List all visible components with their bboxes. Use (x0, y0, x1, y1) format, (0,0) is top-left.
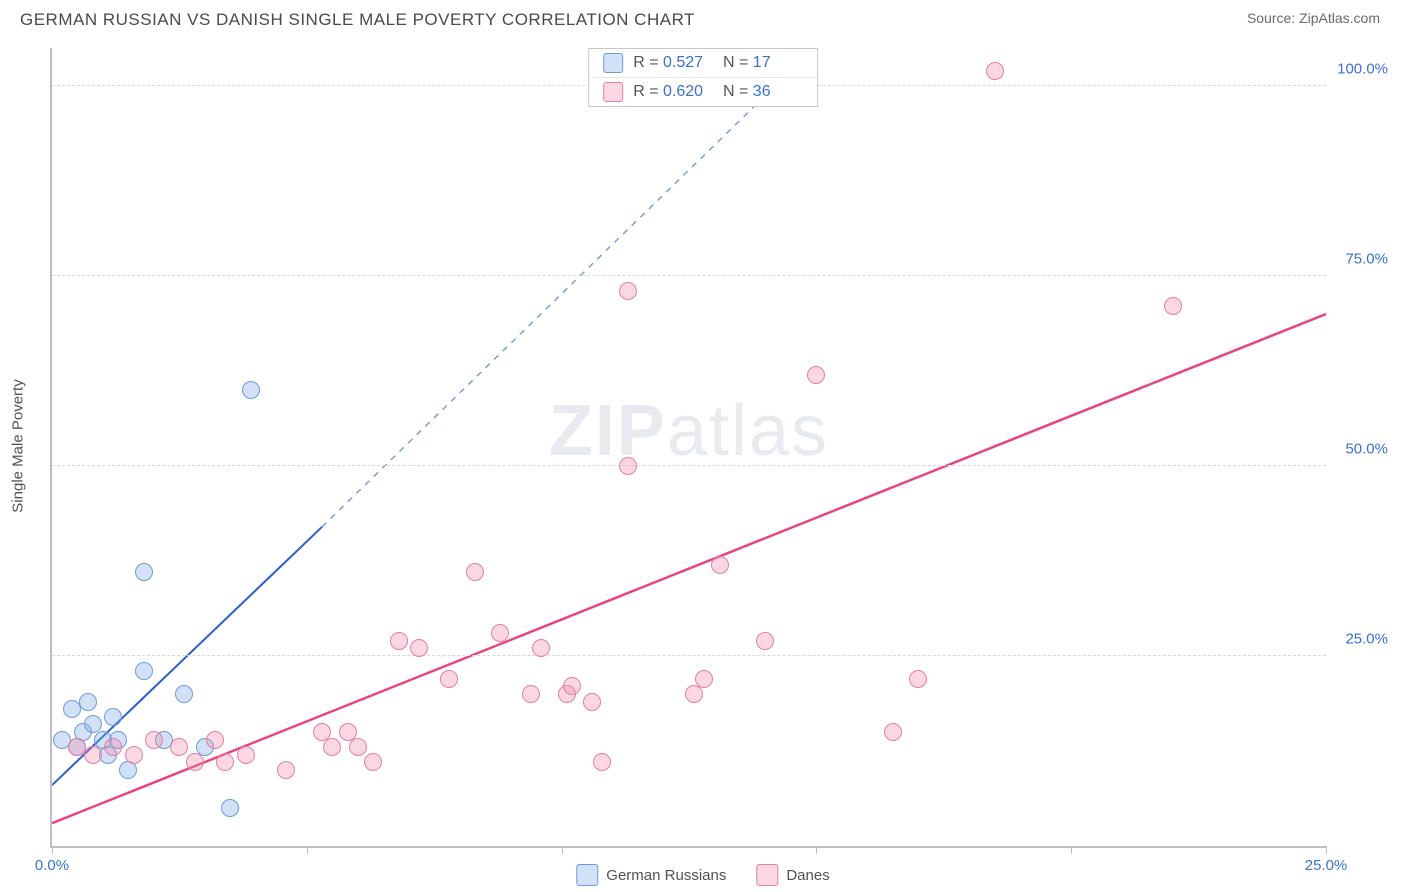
x-tick-label: 25.0% (1305, 857, 1348, 874)
data-point (491, 624, 509, 642)
stats-legend: R = 0.527 N = 17 R = 0.620 N = 36 (588, 48, 818, 107)
y-tick-label: 25.0% (1345, 631, 1388, 648)
gridline (52, 655, 1326, 656)
x-tick (52, 846, 53, 854)
x-tick (307, 846, 308, 854)
data-point (440, 670, 458, 688)
data-point (522, 685, 540, 703)
y-axis-label: Single Male Poverty (10, 379, 27, 512)
data-point (909, 670, 927, 688)
gridline (52, 465, 1326, 466)
swatch-series1-bottom (576, 864, 598, 886)
data-point (619, 457, 637, 475)
legend-item-series1: German Russians (576, 864, 726, 886)
data-point (206, 731, 224, 749)
data-point (277, 761, 295, 779)
data-point (175, 685, 193, 703)
data-point (532, 639, 550, 657)
legend-label-series1: German Russians (606, 867, 726, 884)
data-point (170, 738, 188, 756)
x-tick (1326, 846, 1327, 854)
chart-title: GERMAN RUSSIAN VS DANISH SINGLE MALE POV… (20, 10, 695, 29)
data-point (563, 677, 581, 695)
data-point (756, 632, 774, 650)
data-point (237, 746, 255, 764)
n-value-series1: 17 (753, 54, 803, 72)
x-tick (1071, 846, 1072, 854)
y-tick-label: 100.0% (1337, 61, 1388, 78)
swatch-series1 (603, 53, 623, 73)
data-point (125, 746, 143, 764)
watermark: ZIPatlas (549, 390, 829, 472)
y-tick-label: 50.0% (1345, 441, 1388, 458)
stats-row-series1: R = 0.527 N = 17 (589, 49, 817, 77)
data-point (221, 799, 239, 817)
data-point (84, 746, 102, 764)
data-point (104, 708, 122, 726)
chart-area: ZIPatlas 25.0%50.0%75.0%100.0%0.0%25.0% (50, 48, 1326, 848)
data-point (104, 738, 122, 756)
r-value-series1: 0.527 (663, 54, 713, 72)
data-point (619, 282, 637, 300)
data-point (216, 753, 234, 771)
data-point (145, 731, 163, 749)
data-point (466, 563, 484, 581)
data-point (186, 753, 204, 771)
data-point (695, 670, 713, 688)
data-point (685, 685, 703, 703)
x-tick (816, 846, 817, 854)
data-point (1164, 297, 1182, 315)
data-point (242, 381, 260, 399)
data-point (711, 556, 729, 574)
data-point (349, 738, 367, 756)
y-tick-label: 75.0% (1345, 251, 1388, 268)
data-point (364, 753, 382, 771)
data-point (79, 693, 97, 711)
swatch-series2 (603, 82, 623, 102)
swatch-series2-bottom (756, 864, 778, 886)
data-point (390, 632, 408, 650)
r-value-series2: 0.620 (663, 83, 713, 101)
n-value-series2: 36 (753, 83, 803, 101)
data-point (410, 639, 428, 657)
data-point (884, 723, 902, 741)
data-point (583, 693, 601, 711)
legend-label-series2: Danes (786, 867, 829, 884)
stats-row-series2: R = 0.620 N = 36 (589, 77, 817, 106)
data-point (986, 62, 1004, 80)
data-point (593, 753, 611, 771)
data-point (323, 738, 341, 756)
x-tick (562, 846, 563, 854)
x-tick-label: 0.0% (35, 857, 69, 874)
legend-item-series2: Danes (756, 864, 829, 886)
gridline (52, 275, 1326, 276)
source-label: Source: ZipAtlas.com (1247, 10, 1380, 26)
data-point (135, 662, 153, 680)
data-point (807, 366, 825, 384)
legend-bottom: German Russians Danes (576, 864, 829, 886)
data-point (135, 563, 153, 581)
